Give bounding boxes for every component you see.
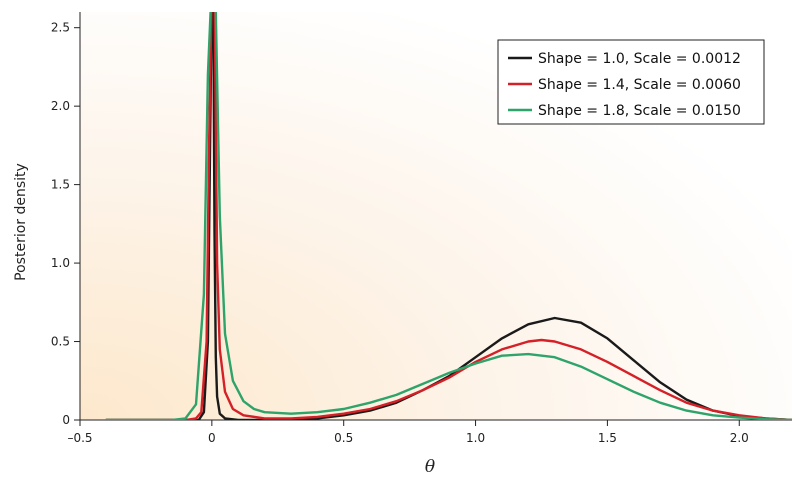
- x-tick-label: 0.5: [334, 431, 353, 445]
- series-line-3: [105, 12, 792, 420]
- x-tick-label: 0: [208, 431, 216, 445]
- series-layer: [105, 12, 792, 420]
- y-axis: 0 0.5 1.0 1.5 2.0 2.5: [51, 12, 81, 427]
- legend-box: [497, 39, 765, 125]
- legend-label-1: Shape = 1.0, Scale = 0.0012: [538, 51, 741, 67]
- y-tick-label: 1.5: [51, 178, 70, 192]
- legend: Shape = 1.0, Scale = 0.0012 Shape = 1.4, …: [497, 39, 765, 125]
- y-tick-label: 2.0: [51, 99, 70, 113]
- x-tick-label: 1.5: [598, 431, 617, 445]
- x-axis: –0.5 0 0.5 1.0 1.5 2.0: [67, 419, 792, 445]
- x-tick-label: 1.0: [466, 431, 485, 445]
- y-tick-label: 2.5: [51, 21, 70, 35]
- legend-label-3: Shape = 1.8, Scale = 0.0150: [538, 103, 741, 119]
- x-tick-label: 2.0: [730, 431, 749, 445]
- y-tick-label: 0.5: [51, 335, 70, 349]
- y-tick-label: 1.0: [51, 256, 70, 270]
- y-axis-title: Posterior density: [13, 163, 29, 281]
- legend-label-2: Shape = 1.4, Scale = 0.0060: [538, 77, 741, 93]
- series-line-2: [105, 12, 792, 420]
- x-tick-label: –0.5: [67, 431, 92, 445]
- y-tick-label: 0: [62, 413, 70, 427]
- x-axis-title: θ: [425, 457, 435, 477]
